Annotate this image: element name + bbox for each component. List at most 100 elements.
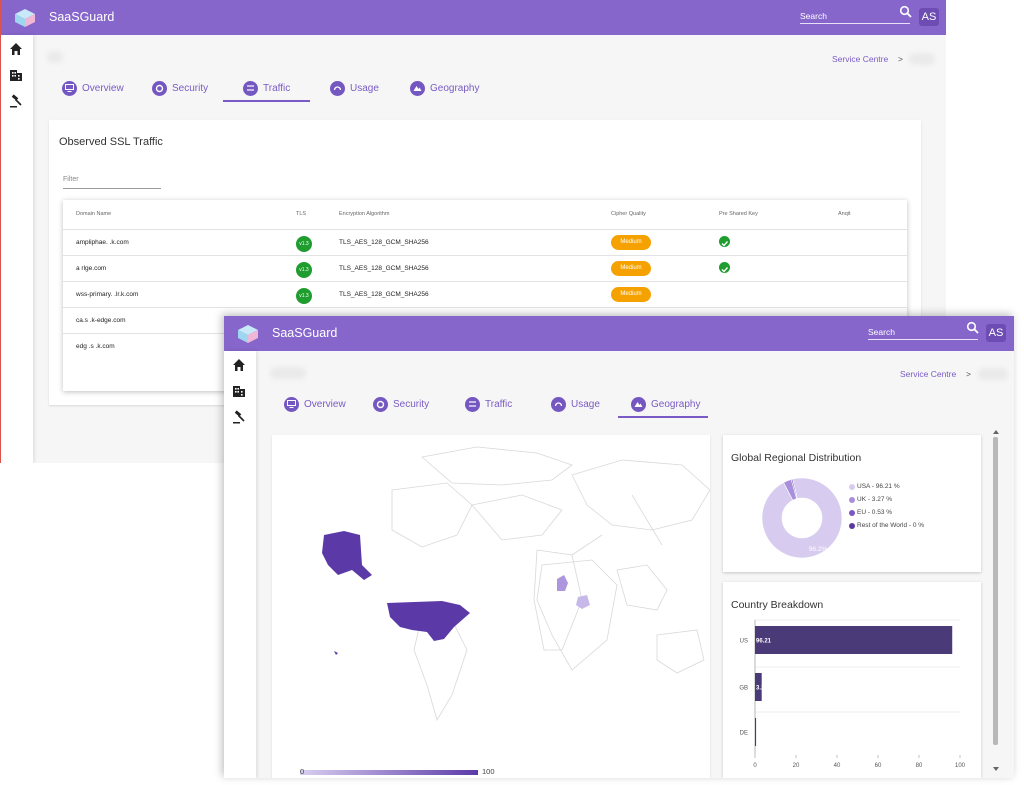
side-nav	[224, 351, 256, 778]
tab-security[interactable]: Security	[373, 392, 429, 416]
legend-dot-rest	[849, 523, 855, 529]
search-input[interactable]: Search	[800, 8, 910, 24]
category-label: GB	[739, 686, 748, 692]
tab-geography[interactable]: Geography	[410, 76, 479, 100]
tab-overview[interactable]: Overview	[284, 392, 346, 416]
home-icon[interactable]	[232, 358, 246, 372]
app-name: SaaSGuard	[272, 326, 338, 340]
search-input[interactable]: Search	[868, 324, 978, 340]
legend-eu[interactable]: EU - 0.53 %	[849, 509, 892, 516]
map-scale-max: 100	[482, 767, 495, 776]
table-row[interactable]: a rlge.com v1.3 TLS_AES_128_GCM_SHA256 M…	[63, 255, 907, 281]
map-region-germany[interactable]	[576, 595, 590, 609]
legend-usa[interactable]: USA - 96.21 %	[849, 483, 900, 490]
building-icon[interactable]	[9, 68, 23, 82]
col-domain-name[interactable]: Domain Name	[76, 211, 112, 217]
ssl-traffic-title: Observed SSL Traffic	[59, 136, 163, 148]
bar-de[interactable]	[755, 718, 757, 746]
scrollbar[interactable]	[990, 429, 1000, 773]
x-tick-label: 100	[955, 763, 966, 769]
monitor-icon	[284, 396, 299, 412]
cipher-quality-badge: Medium	[611, 261, 651, 276]
table-row[interactable]: ca.s .k-edge.com	[63, 307, 907, 333]
mountain-icon	[410, 80, 425, 96]
regional-donut-chart[interactable]: 96.2%	[756, 472, 866, 567]
country-breakdown-title: Country Breakdown	[731, 599, 824, 611]
tab-usage[interactable]: Usage	[330, 76, 379, 100]
scroll-up-arrow-icon[interactable]	[991, 429, 1001, 436]
col-anqit[interactable]: Anqit	[838, 211, 851, 217]
donut-slice[interactable]	[790, 478, 798, 500]
x-tick-label: 80	[916, 763, 923, 769]
blurred-breadcrumb	[978, 368, 1008, 380]
gauge-icon	[330, 80, 345, 96]
breadcrumb-separator: >	[966, 369, 971, 379]
transfer-icon	[465, 396, 480, 412]
world-map-card: 0 100	[272, 435, 711, 778]
home-icon[interactable]	[9, 42, 23, 56]
breadcrumb-separator: >	[898, 54, 903, 64]
gavel-icon[interactable]	[232, 410, 246, 424]
map-scale-min: 0	[300, 767, 305, 776]
building-icon[interactable]	[232, 384, 246, 398]
bar-data-label: 96.21	[756, 639, 772, 645]
tab-security[interactable]: Security	[152, 76, 208, 100]
legend-usa-label: USA - 96.21 %	[857, 483, 900, 490]
col-encryption-algorithm[interactable]: Encryption Algorithm	[339, 211, 390, 217]
country-bar-chart[interactable]: US 96.21 GB 3.2 DE 0 20 40 60 80 100	[723, 618, 973, 778]
map-region-usa[interactable]	[387, 601, 470, 641]
search-icon[interactable]	[899, 5, 913, 19]
tab-traffic[interactable]: Traffic	[243, 76, 290, 100]
col-pre-shared-key[interactable]: Pre Shared Key	[719, 211, 758, 217]
bar-us[interactable]	[755, 626, 953, 654]
legend-dot-usa	[849, 484, 855, 490]
world-map[interactable]	[272, 435, 711, 770]
legend-dot-eu	[849, 510, 855, 516]
tls-badge: v1.3	[296, 288, 312, 304]
shield-icon	[373, 396, 388, 412]
breadcrumb-service-centre[interactable]: Service Centre	[900, 369, 957, 379]
tab-overview-label: Overview	[304, 398, 346, 410]
col-cipher-quality[interactable]: Cipher Quality	[611, 211, 646, 217]
bar-data-label: 3.2	[756, 686, 765, 692]
domain-cell: a rlge.com	[76, 265, 107, 272]
cipher-quality-badge: Medium	[611, 235, 651, 250]
breadcrumb-service-centre[interactable]: Service Centre	[832, 54, 889, 64]
map-region-alaska[interactable]	[322, 531, 372, 580]
legend-uk[interactable]: UK - 3.27 %	[849, 496, 892, 503]
scroll-down-arrow-icon[interactable]	[991, 765, 1001, 772]
gauge-icon	[551, 396, 566, 412]
tab-overview[interactable]: Overview	[62, 76, 124, 100]
user-avatar[interactable]: AS	[986, 324, 1006, 342]
tab-traffic[interactable]: Traffic	[465, 392, 512, 416]
x-tick-label: 40	[834, 763, 841, 769]
country-breakdown-card: Country Breakdown US 96.21 GB 3.2 DE 0 20 40 60 8…	[723, 582, 981, 778]
shield-icon	[152, 80, 167, 96]
legend-rest-label: Rest of the World - 0 %	[857, 522, 925, 529]
map-region-hawaii[interactable]	[334, 651, 338, 655]
tab-usage[interactable]: Usage	[551, 392, 600, 416]
table-row[interactable]: ampliphae. .k.com v1.3 TLS_AES_128_GCM_S…	[63, 229, 907, 255]
transfer-icon	[243, 80, 258, 96]
app-name: SaaSGuard	[49, 10, 115, 24]
tab-geography[interactable]: Geography	[631, 392, 700, 416]
tab-geography-label: Geography	[651, 398, 701, 410]
col-tls[interactable]: TLS	[296, 211, 307, 217]
domain-cell: edg .s .k.com	[76, 343, 115, 350]
blurred-org-name	[270, 367, 306, 379]
user-avatar[interactable]: AS	[919, 8, 939, 26]
x-tick-label: 20	[793, 763, 800, 769]
top-app-bar: SaaSGuard Search AS	[1, 0, 946, 35]
scrollbar-thumb[interactable]	[993, 437, 998, 745]
legend-rest-of-world[interactable]: Rest of the World - 0 %	[849, 522, 925, 529]
cipher-quality-badge: Medium	[611, 287, 651, 302]
search-icon[interactable]	[966, 321, 980, 335]
bar-gb[interactable]	[755, 673, 762, 701]
table-row[interactable]: wss-primary. .lr.k.com v1.3 TLS_AES_128_…	[63, 281, 907, 307]
app-logo-icon	[15, 9, 35, 27]
gavel-icon[interactable]	[9, 94, 23, 108]
map-region-uk[interactable]	[557, 575, 568, 591]
tab-security-label: Security	[172, 82, 209, 94]
filter-input[interactable]: Filter	[63, 176, 161, 189]
donut-slice[interactable]	[761, 477, 843, 559]
